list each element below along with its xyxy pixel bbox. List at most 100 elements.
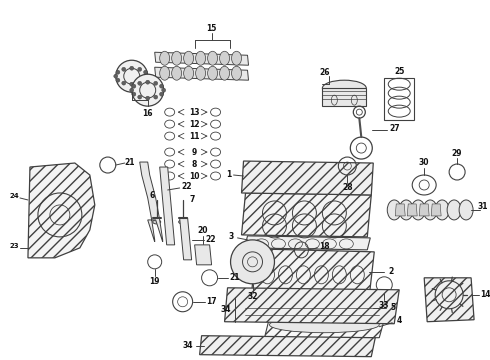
Ellipse shape bbox=[138, 67, 142, 71]
Ellipse shape bbox=[154, 95, 158, 99]
Text: 9: 9 bbox=[192, 148, 197, 157]
Ellipse shape bbox=[208, 66, 218, 80]
Text: 8: 8 bbox=[192, 159, 197, 168]
Text: 34: 34 bbox=[220, 305, 231, 314]
Text: 30: 30 bbox=[419, 158, 429, 167]
Text: 21: 21 bbox=[229, 273, 240, 282]
Text: 12: 12 bbox=[189, 120, 200, 129]
Ellipse shape bbox=[116, 60, 147, 92]
Text: 24: 24 bbox=[9, 193, 19, 199]
Polygon shape bbox=[195, 245, 212, 265]
Text: 5: 5 bbox=[391, 303, 396, 312]
Text: 18: 18 bbox=[319, 242, 330, 251]
Text: 2: 2 bbox=[389, 267, 394, 276]
Ellipse shape bbox=[138, 81, 142, 85]
Text: 20: 20 bbox=[197, 226, 208, 235]
Polygon shape bbox=[424, 278, 474, 322]
Ellipse shape bbox=[220, 51, 229, 65]
Polygon shape bbox=[395, 204, 405, 216]
Ellipse shape bbox=[153, 220, 161, 224]
Text: 29: 29 bbox=[452, 149, 463, 158]
Ellipse shape bbox=[220, 66, 229, 80]
Text: 11: 11 bbox=[189, 132, 200, 141]
Text: 3: 3 bbox=[229, 233, 234, 242]
Ellipse shape bbox=[130, 82, 134, 86]
Polygon shape bbox=[155, 52, 248, 65]
Polygon shape bbox=[245, 236, 370, 250]
Polygon shape bbox=[322, 88, 367, 106]
Ellipse shape bbox=[270, 317, 379, 333]
Polygon shape bbox=[242, 193, 371, 237]
Text: 4: 4 bbox=[396, 316, 402, 325]
Ellipse shape bbox=[459, 200, 473, 220]
Ellipse shape bbox=[160, 92, 164, 96]
Ellipse shape bbox=[146, 74, 150, 78]
Ellipse shape bbox=[208, 51, 218, 65]
Text: 31: 31 bbox=[478, 202, 489, 211]
Ellipse shape bbox=[179, 220, 187, 224]
Text: 28: 28 bbox=[342, 184, 353, 193]
Ellipse shape bbox=[146, 96, 150, 100]
Text: 10: 10 bbox=[189, 171, 200, 180]
Ellipse shape bbox=[172, 66, 182, 80]
Polygon shape bbox=[419, 204, 429, 216]
Ellipse shape bbox=[160, 51, 170, 65]
Polygon shape bbox=[224, 288, 399, 324]
Polygon shape bbox=[384, 78, 414, 120]
Text: 17: 17 bbox=[206, 297, 217, 306]
Ellipse shape bbox=[232, 51, 242, 65]
Ellipse shape bbox=[138, 95, 142, 99]
Text: 34: 34 bbox=[182, 341, 193, 350]
Ellipse shape bbox=[232, 66, 242, 80]
Polygon shape bbox=[265, 318, 384, 338]
Ellipse shape bbox=[154, 81, 158, 85]
Polygon shape bbox=[407, 204, 417, 216]
Text: 21: 21 bbox=[124, 158, 135, 167]
Ellipse shape bbox=[116, 78, 120, 82]
Polygon shape bbox=[431, 204, 441, 216]
Polygon shape bbox=[140, 162, 163, 242]
Text: 7: 7 bbox=[190, 195, 196, 204]
Text: 27: 27 bbox=[389, 123, 399, 132]
Text: 13: 13 bbox=[189, 108, 200, 117]
Ellipse shape bbox=[144, 78, 147, 82]
Ellipse shape bbox=[435, 200, 449, 220]
Ellipse shape bbox=[130, 88, 134, 92]
Ellipse shape bbox=[146, 80, 150, 84]
Polygon shape bbox=[28, 163, 95, 258]
Ellipse shape bbox=[172, 51, 182, 65]
Polygon shape bbox=[160, 167, 174, 245]
Polygon shape bbox=[199, 336, 375, 357]
Ellipse shape bbox=[138, 81, 142, 85]
Ellipse shape bbox=[114, 74, 118, 78]
Ellipse shape bbox=[387, 200, 401, 220]
Text: 1: 1 bbox=[226, 170, 231, 179]
Ellipse shape bbox=[196, 51, 206, 65]
Text: 25: 25 bbox=[394, 67, 404, 76]
Ellipse shape bbox=[184, 66, 194, 80]
Text: 22: 22 bbox=[205, 235, 216, 244]
Text: 6: 6 bbox=[149, 192, 154, 201]
Ellipse shape bbox=[160, 66, 170, 80]
Ellipse shape bbox=[399, 200, 413, 220]
Ellipse shape bbox=[122, 67, 126, 71]
Ellipse shape bbox=[132, 74, 164, 106]
Text: 32: 32 bbox=[247, 292, 258, 301]
Text: 22: 22 bbox=[181, 183, 192, 192]
Ellipse shape bbox=[160, 84, 164, 88]
Ellipse shape bbox=[196, 66, 206, 80]
Text: 14: 14 bbox=[480, 290, 490, 299]
Text: 23: 23 bbox=[9, 243, 19, 249]
Polygon shape bbox=[258, 298, 377, 316]
Ellipse shape bbox=[423, 200, 437, 220]
Ellipse shape bbox=[322, 80, 367, 96]
Ellipse shape bbox=[411, 200, 425, 220]
Polygon shape bbox=[155, 67, 248, 80]
Ellipse shape bbox=[116, 70, 120, 74]
Text: 16: 16 bbox=[143, 109, 153, 118]
Ellipse shape bbox=[144, 70, 147, 74]
Text: 15: 15 bbox=[206, 24, 217, 33]
Text: 19: 19 bbox=[149, 277, 160, 286]
Ellipse shape bbox=[162, 88, 166, 92]
Ellipse shape bbox=[184, 51, 194, 65]
